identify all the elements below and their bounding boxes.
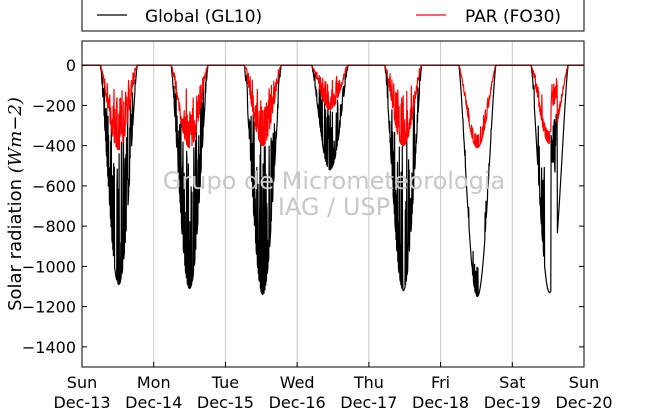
y-tick-label: −1200 — [22, 298, 76, 317]
x-tick-label-day: Thu — [353, 373, 384, 392]
x-tick-label-date: Dec-15 — [197, 393, 254, 409]
legend-label-global: Global (GL10) — [145, 7, 262, 27]
y-axis-label-unit: (Wm−2) — [5, 97, 26, 173]
x-tick-label-date: Dec-14 — [125, 393, 182, 409]
y-tick-label: 0 — [66, 56, 76, 75]
y-tick-label: −200 — [32, 96, 76, 115]
plot-border — [81, 40, 585, 368]
watermark-line-2: IAG / USP — [278, 193, 390, 221]
x-tick-label-date: Dec-18 — [412, 393, 469, 409]
plot-area — [81, 40, 585, 368]
legend: Global (GL10) PAR (FO30) — [81, 0, 585, 32]
y-tick-label: −400 — [32, 137, 76, 156]
x-tick-label-day: Fri — [431, 373, 450, 392]
grid-lines — [153, 41, 513, 367]
x-axis: SunDec-13MonDec-14TueDec-15WedDec-16ThuD… — [53, 362, 613, 409]
x-tick-label-day: Sun — [569, 373, 599, 392]
y-axis-label-text: Solar radiation — [5, 173, 26, 311]
x-tick-label-date: Dec-16 — [269, 393, 326, 409]
y-tick-label: −1000 — [22, 257, 76, 276]
legend-label-par: PAR (FO30) — [465, 7, 561, 27]
x-tick-label-date: Dec-17 — [340, 393, 397, 409]
legend-box — [81, 0, 585, 32]
y-axis-label: Solar radiation (Wm−2) — [5, 97, 26, 311]
x-tick-label-date: Dec-20 — [555, 393, 612, 409]
watermark: Grupo de Micrometeorologia IAG / USP — [163, 167, 505, 221]
y-tick-label: −1400 — [22, 338, 76, 357]
x-tick-label-day: Wed — [280, 373, 315, 392]
y-axis: 0 −200 −400 −600 −800 −1000 −1200 −1400 — [22, 56, 584, 357]
y-tick-label: −600 — [32, 177, 76, 196]
y-tick-label: −800 — [32, 217, 76, 236]
x-tick-label-day: Sun — [67, 373, 97, 392]
x-tick-label-date: Dec-13 — [53, 393, 110, 409]
watermark-line-1: Grupo de Micrometeorologia — [163, 167, 505, 195]
x-tick-label-day: Mon — [137, 373, 171, 392]
x-tick-label-day: Tue — [211, 373, 239, 392]
x-tick-label-day: Sat — [499, 373, 525, 392]
x-tick-label-date: Dec-19 — [484, 393, 541, 409]
